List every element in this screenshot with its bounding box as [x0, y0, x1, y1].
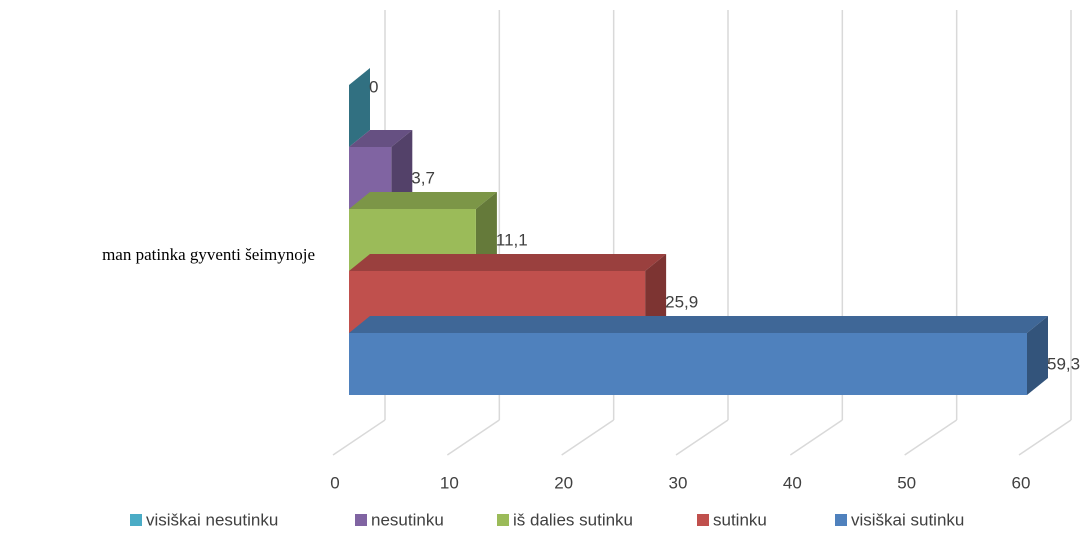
floor-line [1018, 419, 1072, 456]
floor-line [675, 419, 729, 456]
legend-swatch [497, 514, 509, 526]
floor-line [789, 419, 843, 456]
x-tick-label: 10 [440, 473, 459, 492]
legend-swatch [355, 514, 367, 526]
value-label: 59,3 [1047, 354, 1080, 373]
value-label: 11,1 [496, 230, 528, 249]
x-tick-label: 20 [554, 473, 573, 492]
legend-swatch [835, 514, 847, 526]
bar-top [349, 130, 413, 147]
bar-side [1026, 316, 1048, 395]
value-label: 25,9 [665, 292, 698, 311]
value-label: 0 [369, 77, 378, 96]
legend-swatch [697, 514, 709, 526]
bar-side [645, 254, 667, 333]
legend-label: sutinku [713, 510, 767, 529]
x-tick-label: 40 [783, 473, 802, 492]
legend-label: nesutinku [371, 510, 444, 529]
bar-side [391, 130, 413, 209]
value-label: 3,7 [411, 168, 435, 187]
x-tick-label: 0 [330, 473, 339, 492]
x-tick-label: 30 [669, 473, 688, 492]
bar-side [349, 68, 370, 147]
category-label: man patinka gyventi šeimynoje [102, 245, 315, 264]
floor-line [332, 419, 386, 456]
floor-line [446, 419, 500, 456]
x-tick-label: 60 [1012, 473, 1031, 492]
bar [349, 333, 1027, 395]
floor-line [561, 419, 615, 456]
bar-top [349, 316, 1048, 333]
bar-top [349, 254, 667, 271]
floor-line [904, 419, 958, 456]
bar-top [349, 192, 497, 209]
legend-swatch [130, 514, 142, 526]
bar-side [475, 192, 497, 271]
legend-label: iš dalies sutinku [513, 510, 633, 529]
x-tick-label: 50 [897, 473, 916, 492]
legend-label: visiškai nesutinku [146, 510, 278, 529]
legend-label: visiškai sutinku [851, 510, 964, 529]
